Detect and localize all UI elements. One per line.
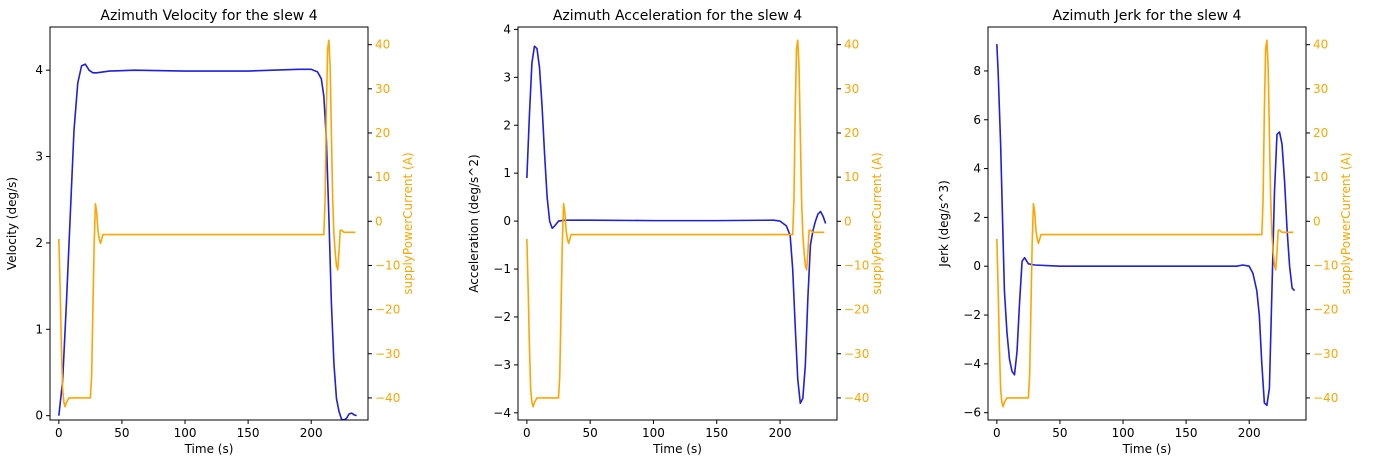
chart-panel-3: 0 50 100 150 200−6−4−202468−40−30−20−1001020… <box>937 8 1353 456</box>
y2-tick-label: −10 <box>844 258 869 272</box>
y-tick-label: 1 <box>35 322 43 336</box>
primary-line-3 <box>996 44 1296 407</box>
y2-tick-label: 40 <box>844 38 859 52</box>
plot-frame <box>49 26 369 421</box>
x-tick-label: 150 <box>1175 426 1198 440</box>
y-tick-label: −3 <box>493 358 511 372</box>
y-tick-label: 4 <box>35 63 43 77</box>
current-line-1 <box>58 39 356 408</box>
y-tick-label: 3 <box>503 70 511 84</box>
y-tick-label: −2 <box>963 308 981 322</box>
y2-tick-label: −30 <box>375 347 400 361</box>
x-axis-label: Time (s) <box>184 442 234 456</box>
y2-tick-label: 40 <box>1313 38 1328 52</box>
x-tick-label: 0 <box>55 426 63 440</box>
y2-tick-label: −30 <box>844 347 869 361</box>
y2-tick-label: −20 <box>375 303 400 317</box>
x-tick-label: 100 <box>1112 426 1135 440</box>
primary-line-1 <box>58 63 357 420</box>
y2-axis-label: supplyPowerCurrent (A) <box>1339 152 1353 294</box>
x-tick-label: 200 <box>769 426 792 440</box>
y2-axis-label: supplyPowerCurrent (A) <box>401 152 415 294</box>
y-tick-label: 3 <box>35 150 43 164</box>
x-tick-label: 50 <box>114 426 129 440</box>
x-axis-label: Time (s) <box>1122 442 1172 456</box>
y2-tick-label: 20 <box>844 126 859 140</box>
y2-axis-label: supplyPowerCurrent (A) <box>870 152 884 294</box>
y-tick-label: −1 <box>493 262 511 276</box>
chart-panel-2: 0 50 100 150 200−4−3−2−101234−40−30−20−10010… <box>467 8 884 456</box>
plot-frame <box>517 26 838 421</box>
x-axis-label: Time (s) <box>652 442 702 456</box>
chart-title: Azimuth Velocity for the slew 4 <box>100 8 317 24</box>
x-tick-label: 150 <box>705 426 728 440</box>
y-tick-label: 1 <box>503 166 511 180</box>
x-tick-label: 50 <box>1052 426 1067 440</box>
x-tick-label: 0 <box>523 426 531 440</box>
primary-line-2 <box>526 45 827 405</box>
y2-tick-label: 30 <box>375 82 390 96</box>
current-line-2 <box>526 39 825 408</box>
y2-tick-label: −10 <box>1313 258 1338 272</box>
y-tick-label: 6 <box>973 113 981 127</box>
y2-tick-label: −20 <box>1313 303 1338 317</box>
current-line-3 <box>996 39 1294 408</box>
y-tick-label: 2 <box>35 236 43 250</box>
y-axis-label: Jerk (deg/s^3) <box>937 180 951 268</box>
y2-tick-label: −10 <box>375 258 400 272</box>
chart-panel-1: 0 50 100 150 200 0 1 2 3 4 −40 −30 −20 −10 0 10 20 30 40 Az… <box>5 8 415 456</box>
y2-tick-label: 40 <box>375 38 390 52</box>
y2-tick-label: 0 <box>375 214 383 228</box>
y2-tick-label: 30 <box>1313 82 1328 96</box>
y-axis-label: Velocity (deg/s) <box>5 177 19 270</box>
y2-tick-label: 10 <box>1313 170 1328 184</box>
y-tick-label: 2 <box>503 118 511 132</box>
y2-tick-label: 10 <box>844 170 859 184</box>
x-tick-label: 0 <box>993 426 1001 440</box>
y2-tick-label: 30 <box>844 82 859 96</box>
plot-frame <box>987 26 1307 421</box>
y2-tick-label: 10 <box>375 170 390 184</box>
x-tick-label: 100 <box>642 426 665 440</box>
y-tick-label: −2 <box>493 310 511 324</box>
y-tick-label: 2 <box>973 210 981 224</box>
x-tick-label: 150 <box>237 426 260 440</box>
x-tick-label: 100 <box>174 426 197 440</box>
y-tick-label: 8 <box>973 64 981 78</box>
y-tick-label: 0 <box>503 214 511 228</box>
y-tick-label: 0 <box>35 409 43 423</box>
y2-tick-label: 0 <box>844 214 852 228</box>
y-tick-label: −4 <box>493 406 511 420</box>
x-tick-label: 200 <box>1238 426 1261 440</box>
y2-tick-label: −30 <box>1313 347 1338 361</box>
y2-tick-label: 0 <box>1313 214 1321 228</box>
y-axis-label: Acceleration (deg/s^2) <box>467 154 481 292</box>
y2-tick-label: 20 <box>375 126 390 140</box>
y-tick-label: −4 <box>963 357 981 371</box>
chart-title: Azimuth Jerk for the slew 4 <box>1053 8 1242 24</box>
y-tick-label: 4 <box>973 162 981 176</box>
y2-tick-label: −40 <box>1313 391 1338 405</box>
x-tick-label: 50 <box>583 426 598 440</box>
y2-tick-label: 20 <box>1313 126 1328 140</box>
x-tick-label: 200 <box>300 426 323 440</box>
y-tick-label: 0 <box>973 259 981 273</box>
y-tick-label: 4 <box>503 22 511 36</box>
y2-tick-label: −40 <box>375 391 400 405</box>
chart-title: Azimuth Acceleration for the slew 4 <box>553 8 802 24</box>
y2-tick-label: −20 <box>844 303 869 317</box>
y2-tick-label: −40 <box>844 391 869 405</box>
y-tick-label: −6 <box>963 406 981 420</box>
